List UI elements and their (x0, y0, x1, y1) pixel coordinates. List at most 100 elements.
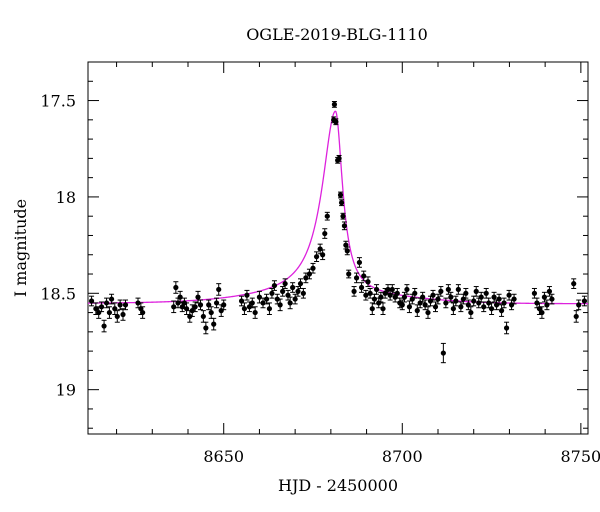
data-marker (192, 304, 198, 310)
data-point (425, 306, 431, 319)
model-layer (88, 110, 588, 305)
data-marker (536, 306, 543, 312)
data-marker (287, 300, 293, 306)
data-point (324, 211, 330, 221)
data-marker (103, 300, 110, 306)
data-marker (218, 308, 224, 314)
data-marker (269, 290, 275, 296)
data-marker (498, 308, 505, 314)
data-marker (200, 313, 206, 320)
data-marker (356, 259, 363, 266)
x-tick-label: 8650 (203, 447, 244, 466)
x-tick-label: 8700 (382, 447, 423, 466)
data-marker (422, 302, 428, 308)
data-marker (117, 302, 123, 308)
data-point (337, 191, 344, 199)
data-marker (171, 304, 177, 310)
data-marker (106, 309, 113, 316)
data-marker (483, 290, 489, 296)
data-marker (506, 292, 512, 298)
data-marker (317, 246, 323, 252)
data-point (197, 299, 204, 311)
data-marker (324, 213, 330, 219)
data-point (200, 310, 206, 323)
data-marker (389, 286, 395, 293)
data-marker (496, 296, 502, 302)
data-point (488, 302, 495, 315)
data-point (256, 290, 263, 304)
data-marker (573, 313, 579, 320)
data-marker (256, 294, 263, 300)
data-marker (266, 306, 273, 312)
data-marker (425, 309, 431, 316)
data-point (414, 304, 420, 317)
data-point (573, 310, 579, 323)
data-point (468, 306, 474, 319)
data-point (112, 302, 118, 315)
data-point (351, 286, 357, 297)
data-marker (295, 288, 301, 294)
data-point (363, 289, 369, 301)
data-point (263, 293, 270, 305)
data-point (506, 289, 512, 301)
data-marker (114, 313, 120, 320)
data-marker (491, 294, 497, 300)
data-marker (320, 252, 326, 258)
data-marker (353, 275, 360, 281)
data-marker (486, 300, 492, 306)
data-point (412, 287, 418, 299)
data-point (453, 295, 459, 307)
data-marker (173, 284, 179, 291)
data-marker (346, 271, 352, 277)
data-marker (274, 296, 280, 302)
data-point (192, 301, 198, 313)
data-marker (420, 294, 426, 300)
data-marker (427, 298, 434, 304)
data-marker (260, 300, 266, 306)
data-marker (378, 294, 384, 300)
data-point (378, 291, 384, 303)
axis-tick-labels: 8650 8700 8750 17.5 18 18.5 19 (40, 92, 600, 466)
data-point (203, 321, 209, 335)
data-point (108, 293, 115, 305)
data-marker (430, 292, 436, 298)
data-point (292, 293, 298, 305)
data-marker (211, 321, 217, 327)
plot-area (87, 61, 589, 435)
data-point (448, 291, 454, 303)
data-marker (544, 302, 550, 308)
data-point (501, 297, 507, 309)
data-marker (380, 306, 386, 312)
data-marker (581, 298, 588, 304)
data-point (440, 342, 446, 364)
data-point (122, 299, 129, 311)
data-point (443, 297, 449, 309)
data-marker (412, 290, 418, 296)
data-point (213, 297, 220, 309)
data-point (282, 278, 288, 289)
data-marker (340, 213, 346, 219)
data-marker (213, 300, 220, 306)
data-point (422, 299, 428, 311)
data-marker (369, 306, 375, 312)
data-marker (455, 286, 461, 293)
data-marker (221, 302, 227, 308)
data-marker (363, 292, 369, 298)
data-point (380, 302, 386, 315)
data-point (344, 246, 350, 256)
data-point (338, 199, 345, 207)
data-marker (399, 302, 405, 308)
data-point (471, 295, 477, 307)
x-tick-label: 8750 (560, 447, 600, 466)
model-curve (88, 110, 588, 305)
data-marker (337, 192, 344, 198)
data-marker (122, 302, 129, 308)
data-point (435, 293, 441, 305)
data-point (432, 301, 439, 313)
data-point (331, 101, 338, 108)
data-point (216, 283, 222, 296)
data-marker (336, 155, 342, 161)
data-marker (183, 306, 190, 312)
data-point (310, 262, 316, 274)
data-point (320, 249, 326, 261)
